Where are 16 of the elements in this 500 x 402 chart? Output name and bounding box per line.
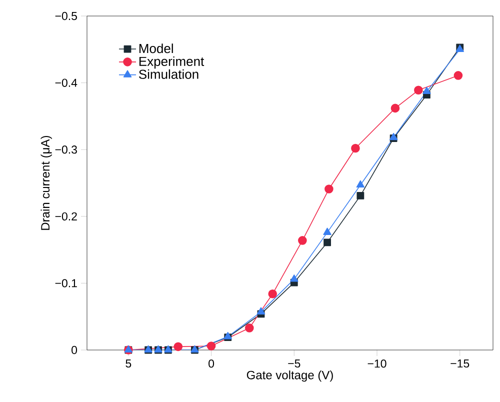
y-tick-label: −0.2 [55, 212, 77, 220]
legend-label: Model [139, 44, 173, 54]
x-tick-label: −5 [288, 360, 300, 368]
y-axis-title: Drain current (μA) [40, 136, 52, 230]
y-tick-label: 0 [72, 346, 78, 354]
x-tick-label: 5 [126, 360, 132, 368]
y-tick-label: −0.3 [55, 146, 77, 154]
x-tick-label: 0 [208, 360, 214, 368]
x-tick-label: −15 [450, 360, 470, 368]
x-axis-title: Gate voltage (V) [246, 370, 333, 382]
y-tick-label: −0.1 [55, 279, 77, 288]
legend-label: Experiment [139, 56, 204, 69]
y-tick-label: −0.5 [55, 12, 77, 20]
x-tick-label: −10 [368, 360, 386, 368]
legend-label: Simulation [139, 69, 198, 79]
y-tick-label: −0.4 [55, 78, 78, 87]
